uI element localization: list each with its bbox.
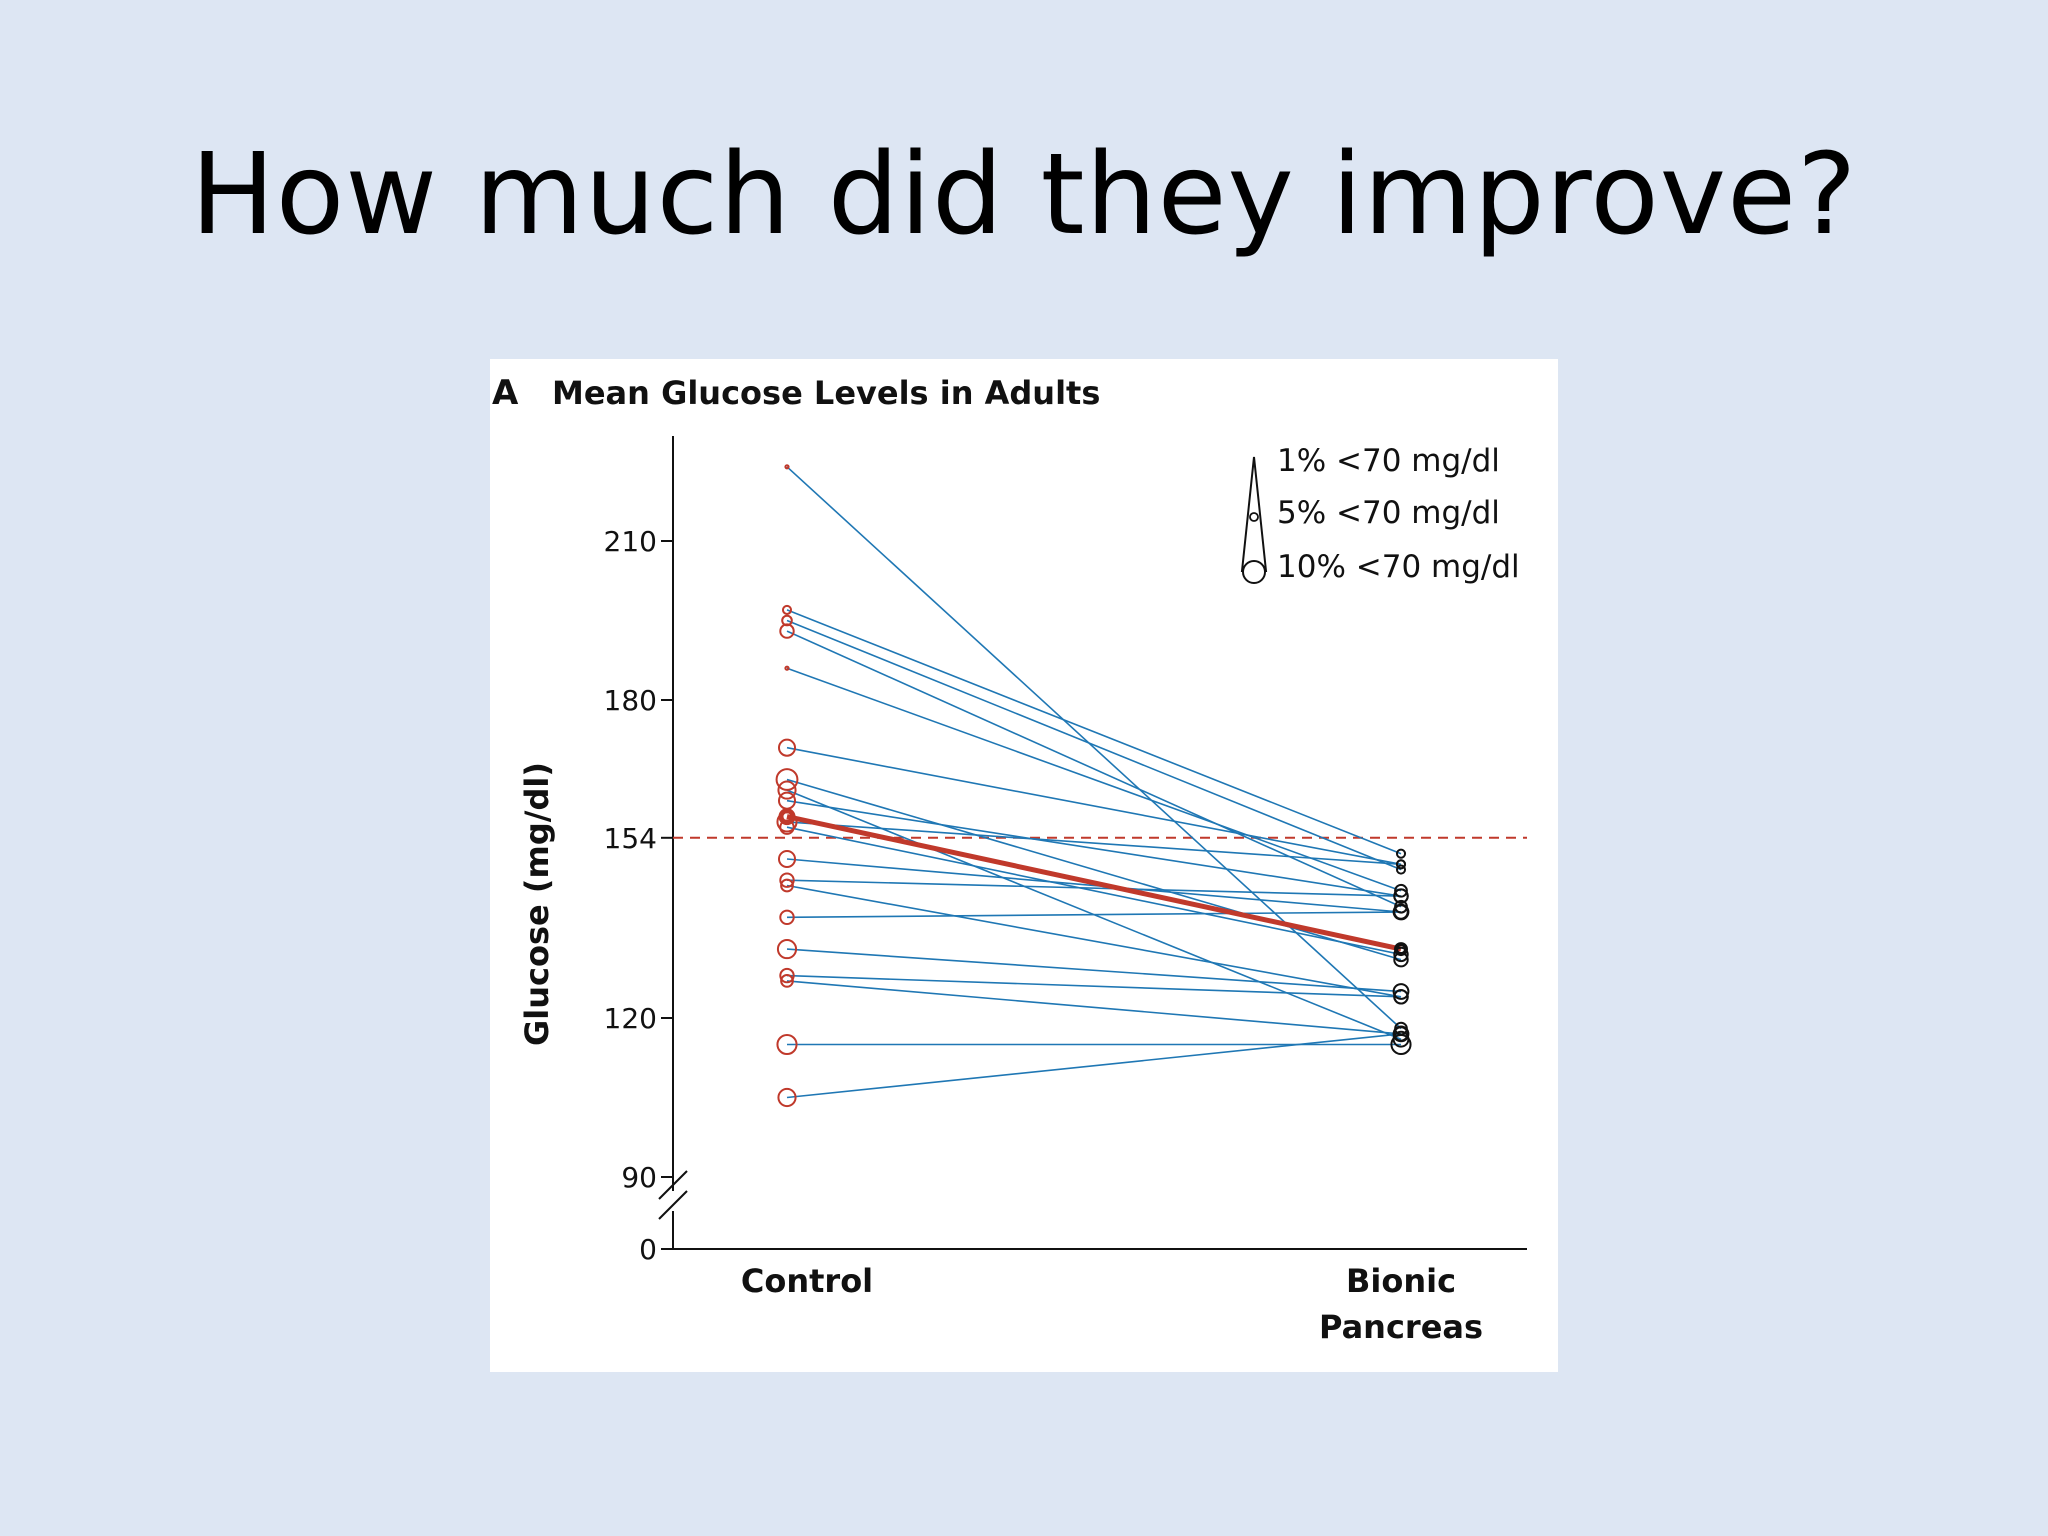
slide-title: How much did they improve? [190, 130, 1858, 260]
pancreas-point [1393, 989, 1409, 1005]
y-tick-label: 0 [639, 1233, 657, 1266]
chart-title: Mean Glucose Levels in Adults [552, 374, 1100, 412]
control-point [777, 849, 797, 869]
subject-line [786, 1033, 1402, 1099]
subject-line [786, 826, 1402, 956]
y-tick-label: 120 [604, 1002, 657, 1035]
pancreas-point [1394, 883, 1408, 898]
pancreas-point [1392, 1025, 1410, 1043]
control-point [779, 909, 795, 926]
subject-line [786, 619, 1402, 871]
control-point [779, 967, 795, 984]
pancreas-point [1393, 946, 1409, 963]
y-tick-label: 154 [604, 822, 657, 855]
pancreas-point [1392, 983, 1410, 1000]
pancreas-point [1395, 864, 1407, 875]
control-point [777, 1087, 797, 1108]
legend-marker-5pct [1249, 512, 1259, 522]
subject-line [786, 974, 1402, 998]
panel-letter: A [492, 373, 519, 413]
control-point [779, 623, 795, 639]
control-point [776, 1033, 798, 1056]
control-point [784, 665, 790, 671]
x-category-label: Bionic [1346, 1262, 1456, 1300]
legend-label: 10% <70 mg/dl [1277, 549, 1520, 585]
mean-point-pancreas [1394, 942, 1408, 957]
subject-line [786, 799, 1402, 897]
control-point [777, 780, 797, 800]
pancreas-point [1393, 888, 1409, 904]
chart-panel: A Mean Glucose Levels in Adults 90 120 154 18… [490, 359, 1558, 1372]
mean-line [786, 814, 1402, 952]
legend-label: 5% <70 mg/dl [1277, 495, 1500, 531]
chart-svg: A Mean Glucose Levels in Adults 90 120 154 18… [492, 373, 1527, 1346]
pancreas-point [1395, 859, 1407, 870]
subject-line [786, 609, 1402, 855]
subject-line [786, 746, 1402, 866]
subject-line [786, 980, 1402, 1035]
subject-line [786, 630, 1402, 908]
axis-break-mark [658, 1190, 688, 1220]
subject-line [786, 911, 1402, 919]
x-category-label: Control [741, 1262, 873, 1300]
control-point [775, 768, 799, 791]
subject-line [786, 778, 1402, 961]
y-tick-label: 90 [621, 1161, 657, 1194]
x-category-label: Pancreas [1319, 1308, 1483, 1346]
legend-marker-10pct [1242, 560, 1266, 584]
pancreas-point [1395, 848, 1407, 859]
control-point [776, 939, 798, 960]
subject-line [786, 466, 1402, 1030]
mean-point-control [778, 808, 796, 826]
y-tick-label: 180 [604, 684, 657, 717]
subject-line [786, 821, 1402, 866]
control-point [781, 604, 793, 615]
subject-line [786, 858, 1402, 913]
subject-line [786, 948, 1402, 993]
control-point [784, 464, 790, 470]
pancreas-point [1393, 904, 1409, 920]
y-axis-label: Glucose (mg/dl) [518, 762, 556, 1046]
legend-wedge-icon [1240, 456, 1268, 572]
pancreas-point [1390, 1033, 1412, 1056]
control-point [777, 738, 797, 757]
subject-line [786, 884, 1402, 998]
y-tick-label: 210 [604, 525, 657, 558]
subject-line [786, 667, 1402, 892]
control-point [779, 872, 795, 888]
axis-break-mark [658, 1170, 688, 1200]
subject-line [786, 879, 1402, 897]
control-point [780, 974, 794, 988]
control-point [780, 878, 794, 893]
legend-label: 1% <70 mg/dl [1277, 443, 1500, 479]
